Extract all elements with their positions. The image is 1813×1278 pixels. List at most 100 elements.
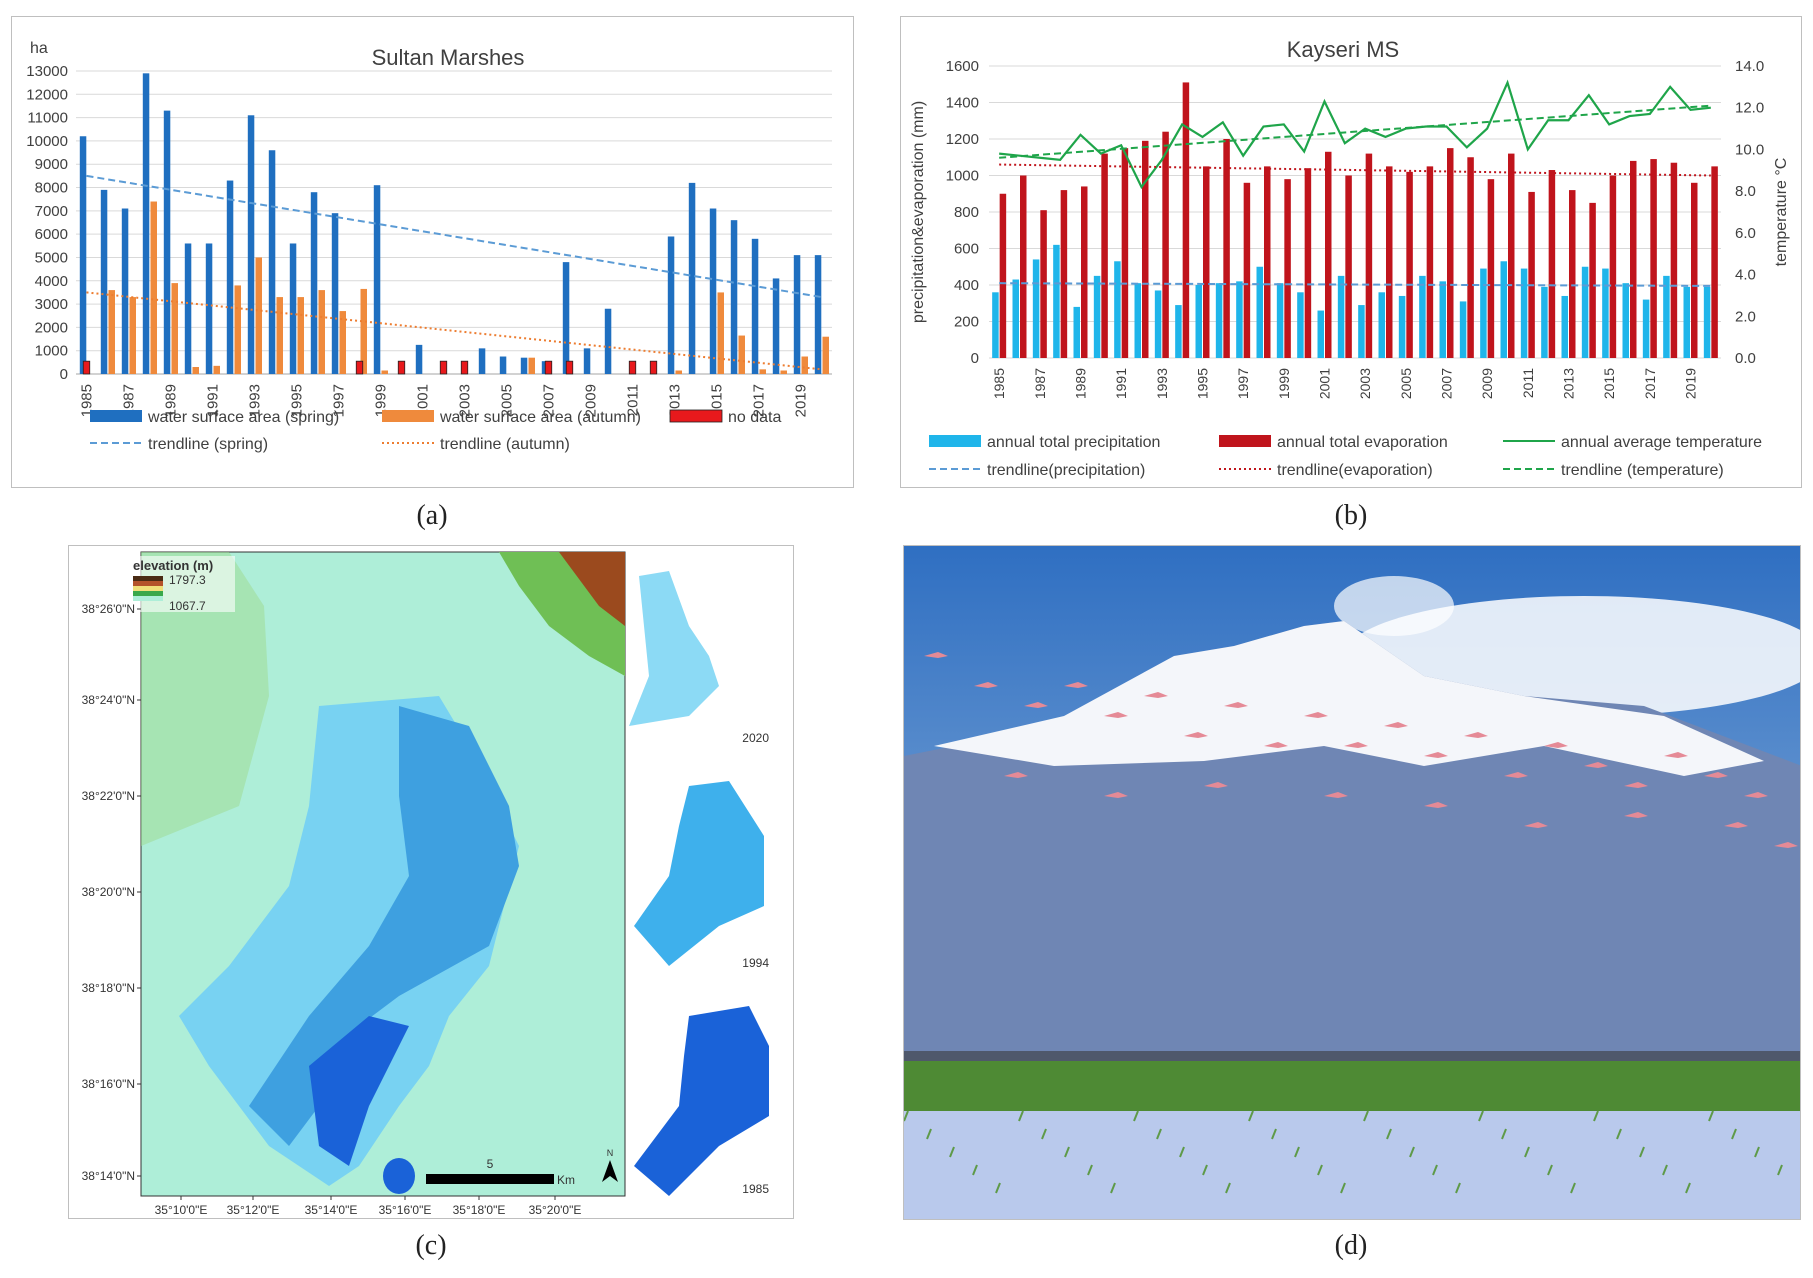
panel-flamingo-photo: [903, 545, 1801, 1220]
bar-evaporation-1993: [1162, 131, 1169, 358]
flamingo: [1464, 732, 1488, 738]
bar-precipitation-2014: [1581, 266, 1589, 358]
bar-no-data-2000: [397, 360, 406, 375]
legend-trend-precipitation-label: trendline(precipitation): [987, 462, 1145, 479]
reed: [1110, 1182, 1116, 1194]
reed: [1294, 1146, 1300, 1158]
bar-evaporation-2003: [1365, 153, 1373, 358]
bar-autumn-1998: [360, 288, 367, 374]
plain-area: [141, 552, 269, 846]
trendline-precipitation: [999, 282, 1711, 287]
bar-no-data-2012: [649, 360, 658, 375]
y-tick-label: 4000: [35, 273, 68, 290]
flamingo: [1544, 742, 1568, 748]
bar-evaporation-2000: [1304, 168, 1312, 358]
trendline-temperature: [999, 104, 1711, 159]
bar-autumn-1994: [276, 297, 283, 374]
panel-sultan-marshes-chart: Sultan Marshes ha 0 1000 2000 3000 4000 5000 600…: [11, 16, 854, 488]
reed: [1133, 1110, 1139, 1122]
chart-title: Sultan Marshes: [372, 45, 525, 70]
marsh-water-dark: [309, 1016, 409, 1166]
bar-autumn-2018: [780, 370, 787, 374]
bar-spring-2013: [667, 236, 675, 374]
inset-label-1985: 1985: [742, 1182, 769, 1196]
x-tick-label: 2017: [1642, 368, 1658, 399]
x-tick-label: 1993: [1154, 368, 1170, 399]
bar-autumn-1992: [234, 285, 241, 374]
bar-precipitation-2000: [1297, 292, 1304, 358]
reed: [1018, 1110, 1024, 1122]
legend-no-data-swatch: [669, 409, 723, 423]
reed: [1225, 1182, 1231, 1194]
flamingo: [1774, 842, 1798, 848]
bar-evaporation-2017: [1650, 159, 1657, 358]
panel-kayseri-chart: Kayseri MS precipitation&evaporation (mm)…: [900, 16, 1802, 488]
x-tick-label: 2017: [751, 384, 768, 417]
bar-precipitation-2007: [1439, 281, 1446, 358]
bar-evaporation-1996: [1223, 139, 1230, 358]
flamingo: [1324, 792, 1348, 798]
bar-autumn-1999: [381, 370, 388, 374]
legend-autumn-swatch: [382, 410, 434, 422]
legend-color-step: [133, 586, 163, 591]
longitude-label: 35°10'0"E: [155, 1203, 208, 1217]
y-tick-label: 200: [954, 314, 979, 331]
bar-precipitation-2008: [1459, 301, 1467, 358]
longitude-label: 35°20'0"E: [529, 1203, 582, 1217]
reed: [1593, 1110, 1599, 1122]
legend-color-step: [133, 591, 163, 596]
x-tick-label: 1989: [163, 384, 180, 417]
flamingo: [1744, 792, 1768, 798]
y2-tick-label: 12.0: [1735, 100, 1764, 117]
bar-spring-1992: [226, 180, 234, 374]
chart-title: Kayseri MS: [1287, 37, 1399, 62]
x-tick-label: 2009: [583, 384, 600, 417]
bar-spring-1996: [310, 192, 318, 374]
inset-1994: [634, 781, 764, 966]
bar-spring-2008: [562, 262, 570, 374]
y-tick-label: 12000: [26, 86, 68, 103]
high-elevation-area: [559, 552, 625, 626]
bar-precipitation-2005: [1398, 295, 1406, 358]
x-tick-label: 2015: [1601, 368, 1617, 399]
reed: [1501, 1128, 1507, 1140]
bar-evaporation-2013: [1569, 190, 1576, 358]
legend-color-step: [133, 596, 163, 601]
legend-trend-autumn-label: trendline (autumn): [440, 436, 570, 453]
bar-precipitation-2001: [1317, 310, 1324, 358]
bar-evaporation-1992: [1142, 140, 1149, 358]
reed: [1455, 1182, 1461, 1194]
y-tick-label: 8000: [35, 180, 68, 197]
reed: [1064, 1146, 1070, 1158]
panel-elevation-map: elevation (m) 1797.3 1067.7 38°26'0"N 38°24'…: [68, 545, 794, 1219]
bar-evaporation-2016: [1630, 160, 1637, 358]
caption-a: (a): [416, 500, 448, 531]
flamingo-photo: [904, 546, 1800, 1219]
legend-title: elevation (m): [133, 558, 213, 573]
bar-spring-2019: [793, 255, 801, 374]
bar-precipitation-2020: [1703, 286, 1711, 358]
reed: [1087, 1164, 1093, 1176]
flamingo: [1424, 752, 1448, 758]
bar-precipitation-1989: [1073, 306, 1080, 358]
bar-precipitation-2015: [1602, 268, 1609, 358]
flamingo: [1144, 692, 1168, 698]
y-tick-label: 5000: [35, 249, 68, 266]
bar-precipitation-2009: [1480, 268, 1487, 358]
bar-precipitation-2019: [1683, 286, 1690, 358]
y2-tick-label: 14.0: [1735, 58, 1764, 75]
flamingo: [924, 652, 948, 658]
bar-spring-2005: [499, 356, 507, 374]
longitude-label: 35°18'0"E: [453, 1203, 506, 1217]
longitude-label: 35°12'0"E: [227, 1203, 280, 1217]
bar-autumn-1988: [150, 201, 157, 374]
reed: [1340, 1182, 1346, 1194]
reed: [1386, 1128, 1392, 1140]
latitude-label: 38°14'0"N: [82, 1169, 135, 1183]
legend-evaporation-swatch: [1219, 435, 1271, 447]
x-tick-label: 1991: [205, 384, 222, 417]
bar-evaporation-2018: [1670, 162, 1678, 358]
y2-tick-label: 10.0: [1735, 141, 1764, 158]
flamingo: [1584, 762, 1608, 768]
reed: [1409, 1146, 1415, 1158]
